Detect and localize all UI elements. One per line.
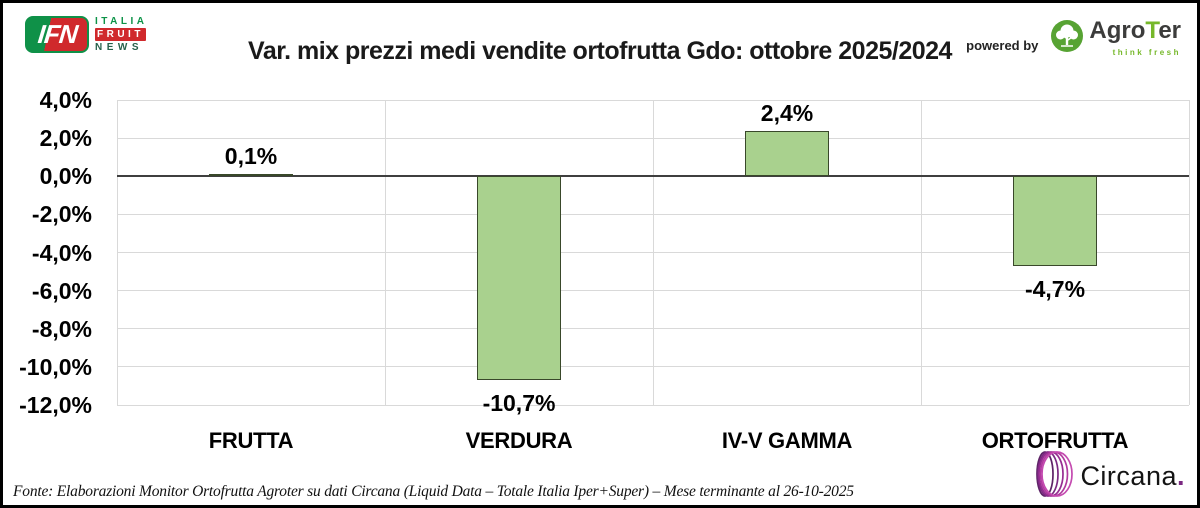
value-label-verdura: -10,7% [482, 390, 556, 417]
y-axis-tick-label: -12,0% [19, 392, 92, 418]
ifn-logo: IFN ITALIA FRUIT NEWS [25, 16, 147, 53]
x-axis-label-verdura: VERDURA [465, 428, 573, 453]
plot-area: 4,0% 2,0% 0,0% -2,0% -4,0% -6,0% -8,0% -10,0% -1… [19, 87, 1190, 453]
agroter-name: AgroTer [1089, 17, 1181, 44]
y-axis-tick-label: 4,0% [39, 87, 92, 113]
bar-verdura [477, 176, 561, 381]
agroter-wordmark: AgroTer think fresh [1089, 19, 1181, 65]
ifn-italia-text: ITALIA [95, 16, 148, 27]
ifn-badge-icon: IFN [25, 16, 89, 53]
plot-border-left [116, 100, 118, 405]
zero-axis-line [117, 175, 1189, 178]
x-axis-label-iv-v-gamma: IV-V GAMMA [721, 428, 853, 453]
agroter-tagline: think fresh [1112, 48, 1181, 57]
y-axis-tick-label: 2,0% [39, 125, 92, 152]
gridline-horizontal [117, 404, 1189, 406]
circana-logo: Circana. [1032, 449, 1185, 504]
x-axis-label-frutta: FRUTTA [208, 428, 294, 453]
source-note: Fonte: Elaborazioni Monitor Ortofrutta A… [13, 483, 854, 500]
agroter-logo: AgroTer think fresh [1050, 19, 1181, 65]
category-separator-line [384, 100, 386, 405]
value-label-frutta: 0,1% [224, 143, 278, 170]
powered-by-block: powered by AgroTer think fresh [966, 19, 1181, 65]
y-axis-tick-label: -8,0% [31, 315, 92, 342]
ifn-fruit-text: FRUIT [95, 28, 146, 41]
agroter-tree-icon [1050, 19, 1084, 58]
bar-frutta [209, 174, 293, 177]
circana-rings-icon [1032, 449, 1078, 504]
value-label-iv-v-gamma: 2,4% [760, 99, 814, 126]
y-axis-tick-label: -10,0% [19, 353, 92, 380]
category-separator-line [652, 100, 654, 405]
chart-title: Var. mix prezzi medi vendite ortofrutta … [248, 37, 952, 65]
value-label-ortofrutta: -4,7% [1024, 275, 1086, 302]
ifn-news-text: NEWS [95, 42, 143, 53]
category-separator-line [920, 100, 922, 405]
y-axis-tick-label: 0,0% [39, 163, 92, 190]
x-axis-label-ortofrutta: ORTOFRUTTA [981, 428, 1129, 453]
y-axis-tick-label: -2,0% [31, 201, 92, 228]
y-axis-tick-label: -6,0% [31, 277, 92, 304]
bar-iv-v-gamma [745, 130, 829, 177]
ifn-wordmark: ITALIA FRUIT NEWS [95, 16, 147, 53]
circana-name: Circana. [1080, 461, 1185, 491]
plot-border-right [1188, 100, 1190, 405]
y-axis-tick-label: -4,0% [31, 239, 92, 266]
powered-by-label: powered by [966, 37, 1039, 53]
bar-ortofrutta [1013, 176, 1097, 266]
